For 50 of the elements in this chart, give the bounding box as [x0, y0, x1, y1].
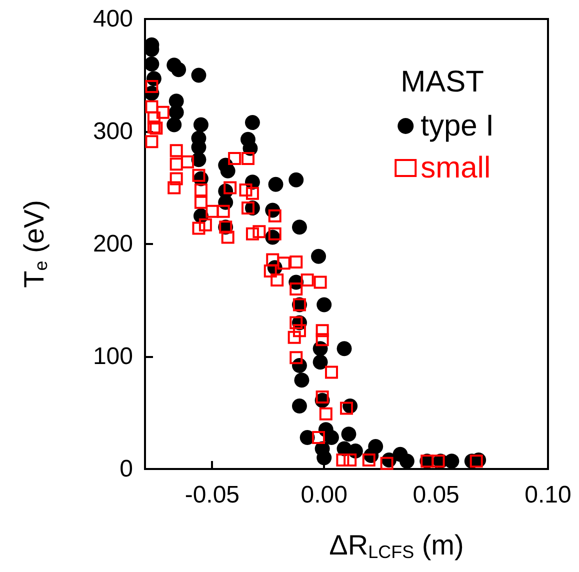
y-tick-label: 300: [92, 118, 133, 145]
point: [270, 274, 284, 286]
point: [246, 227, 259, 240]
x-tick-label: 0.05: [412, 482, 460, 508]
point: [170, 158, 183, 171]
point: [314, 276, 327, 289]
point: [228, 152, 242, 165]
y-tick-label: 0: [120, 456, 133, 482]
point: [239, 184, 252, 196]
point: [156, 106, 170, 119]
point: [206, 204, 219, 218]
point: [432, 454, 445, 468]
point: [168, 181, 181, 194]
point: [290, 256, 303, 268]
point: [147, 120, 160, 134]
x-tick-label: 0.00: [300, 482, 348, 508]
point: [292, 324, 306, 338]
point: [170, 144, 183, 158]
point: [470, 454, 483, 468]
point: [194, 196, 208, 209]
legend-label: small: [420, 152, 491, 184]
point: [241, 152, 254, 165]
point: [145, 100, 158, 114]
point: [290, 316, 303, 330]
y-tick-label: 400: [92, 6, 133, 32]
legend-label: type I: [420, 110, 494, 142]
y-tick-label: 200: [92, 230, 133, 258]
point: [252, 225, 266, 238]
point: [319, 407, 332, 420]
point: [221, 230, 234, 244]
point: [300, 274, 314, 286]
y-axis-title: Te (eV): [18, 200, 51, 288]
point: [246, 186, 259, 200]
point: [150, 122, 163, 135]
point: [344, 454, 357, 466]
point: [170, 172, 183, 186]
x-tick-label: -0.05: [184, 482, 240, 508]
point: [192, 222, 206, 235]
point: [312, 431, 326, 444]
point: [194, 184, 208, 196]
point: [181, 155, 194, 168]
point: [336, 454, 350, 466]
point: [325, 366, 338, 379]
point: [316, 324, 329, 338]
point: [145, 135, 158, 148]
x-tick-label: 0.10: [524, 482, 572, 508]
point: [288, 330, 301, 344]
legend-title: MAST: [400, 66, 484, 98]
point: [380, 456, 394, 470]
y-tick-label: 100: [92, 343, 133, 370]
